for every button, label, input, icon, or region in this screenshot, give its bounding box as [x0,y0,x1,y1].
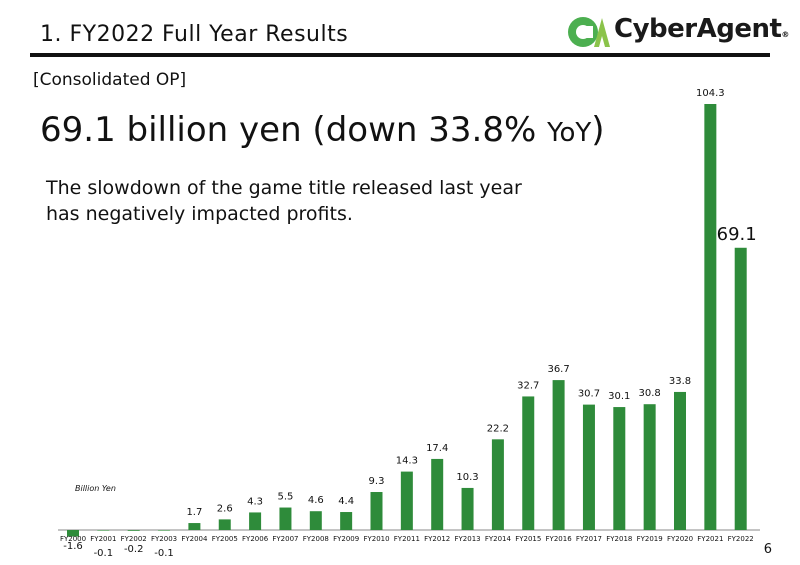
bar-FY2005 [218,519,231,530]
bar-FY2009 [340,512,353,530]
bar-FY2017 [582,404,595,530]
unit-label: Billion Yen [75,484,116,493]
company-logo: CyberAgent® [566,14,789,50]
value-label-FY2009: 4.4 [338,496,354,507]
bar-FY2021 [704,104,717,530]
value-label-FY2008: 4.6 [308,495,324,506]
ca-logo-mark-icon [568,17,610,47]
bar-FY2003 [158,530,171,531]
description-line-1: The slowdown of the game title released … [46,177,522,199]
value-label-FY2000: -1.6 [63,541,83,552]
value-label-FY2001: -0.1 [94,548,114,559]
category-label-FY2015: FY2015 [515,535,541,543]
bar-FY2002 [127,530,140,531]
value-label-FY2013: 10.3 [456,472,478,483]
bar-FY2014 [491,439,504,530]
category-label-FY2012: FY2012 [424,535,450,543]
headline-main: 69.1 billion yen (down 33.8% [40,110,548,150]
category-label-FY2001: FY2001 [90,535,116,543]
value-label-FY2011: 14.3 [396,456,418,467]
bar-FY2013 [461,487,474,530]
category-label-FY2014: FY2014 [485,535,512,543]
category-label-FY2008: FY2008 [303,535,329,543]
headline: 69.1 billion yen (down 33.8% YoY) [40,110,605,150]
category-label-FY2009: FY2009 [333,535,359,543]
bar-FY2012 [431,458,444,530]
category-label-FY2011: FY2011 [394,535,420,543]
section-label: [Consolidated OP] [33,70,187,90]
value-label-FY2010: 9.3 [369,476,385,487]
category-label-FY2002: FY2002 [121,535,147,543]
bar-FY2015 [522,396,535,530]
page-number: 6 [763,542,772,557]
category-label-FY2003: FY2003 [151,535,177,543]
value-label-FY2022: 69.1 [717,224,757,245]
bar-FY2019 [643,404,656,530]
registered-mark-icon: ® [781,30,789,39]
category-label-FY2005: FY2005 [212,535,238,543]
value-label-FY2017: 30.7 [578,389,600,400]
bar-FY2008 [309,511,322,530]
category-label-FY2017: FY2017 [576,535,602,543]
bar-FY2011 [400,471,413,530]
category-label-FY2018: FY2018 [606,535,632,543]
value-label-FY2005: 2.6 [217,503,233,514]
value-label-FY2006: 4.3 [247,496,263,507]
description: The slowdown of the game title released … [46,175,522,227]
headline-yoy: YoY [547,118,592,148]
value-label-FY2014: 22.2 [487,423,509,434]
slide-title: 1. FY2022 Full Year Results [40,22,349,47]
value-label-FY2003: -0.1 [154,548,174,559]
category-label-FY2020: FY2020 [667,535,693,543]
value-label-FY2007: 5.5 [277,492,293,503]
category-label-FY2021: FY2021 [697,535,723,543]
category-label-FY2013: FY2013 [454,535,480,543]
category-label-FY2007: FY2007 [272,535,298,543]
category-label-FY2006: FY2006 [242,535,269,543]
headline-end: ) [591,110,605,150]
logo-wordmark: CyberAgent® [614,14,789,44]
bar-FY2010 [370,492,383,530]
title-underline [30,53,770,57]
value-label-FY2012: 17.4 [426,443,448,454]
value-label-FY2021: 104.3 [696,88,725,99]
value-label-FY2004: 1.7 [186,507,202,518]
bar-FY2018 [613,407,626,530]
category-label-FY2000: FY2000 [60,535,86,543]
value-label-FY2002: -0.2 [124,544,144,555]
category-label-FY2004: FY2004 [181,535,208,543]
bar-FY2000 [67,530,79,537]
category-label-FY2016: FY2016 [546,535,573,543]
bar-FY2022 [734,247,747,530]
bar-FY2001 [97,530,110,531]
category-label-FY2010: FY2010 [363,535,389,543]
bar-FY2007 [279,507,292,530]
category-label-FY2022: FY2022 [728,535,754,543]
bar-FY2004 [188,523,201,530]
value-label-FY2018: 30.1 [608,391,630,402]
description-line-2: has negatively impacted profits. [46,203,353,225]
bar-FY2020 [674,391,686,530]
value-label-FY2020: 33.8 [669,376,691,387]
bar-FY2016 [552,380,565,530]
category-label-FY2019: FY2019 [637,535,663,543]
value-label-FY2019: 30.8 [639,388,661,399]
value-label-FY2015: 32.7 [517,380,539,391]
value-label-FY2016: 36.7 [547,364,569,375]
bar-FY2006 [249,512,262,530]
